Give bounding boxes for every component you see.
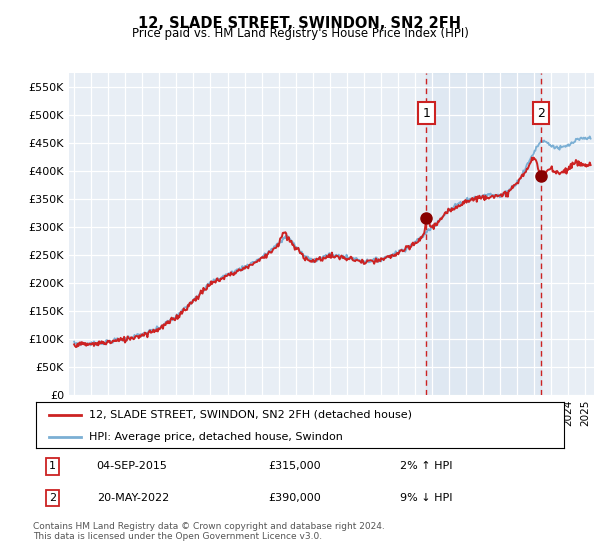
Text: HPI: Average price, detached house, Swindon: HPI: Average price, detached house, Swin… [89,432,343,442]
Text: 2: 2 [49,493,56,503]
Text: 9% ↓ HPI: 9% ↓ HPI [400,493,453,503]
Bar [427,73,541,395]
Text: 2% ↑ HPI: 2% ↑ HPI [400,461,453,472]
Text: 20-MAY-2022: 20-MAY-2022 [97,493,169,503]
Text: 1: 1 [422,106,430,119]
Text: Contains HM Land Registry data © Crown copyright and database right 2024.
This d: Contains HM Land Registry data © Crown c… [33,522,385,542]
Text: 04-SEP-2015: 04-SEP-2015 [97,461,167,472]
Text: £390,000: £390,000 [268,493,320,503]
Text: £315,000: £315,000 [268,461,320,472]
Text: 1: 1 [49,461,56,472]
Text: 12, SLADE STREET, SWINDON, SN2 2FH (detached house): 12, SLADE STREET, SWINDON, SN2 2FH (deta… [89,410,412,420]
Text: Price paid vs. HM Land Registry's House Price Index (HPI): Price paid vs. HM Land Registry's House … [131,27,469,40]
Text: 12, SLADE STREET, SWINDON, SN2 2FH: 12, SLADE STREET, SWINDON, SN2 2FH [139,16,461,31]
Text: 2: 2 [537,106,545,119]
